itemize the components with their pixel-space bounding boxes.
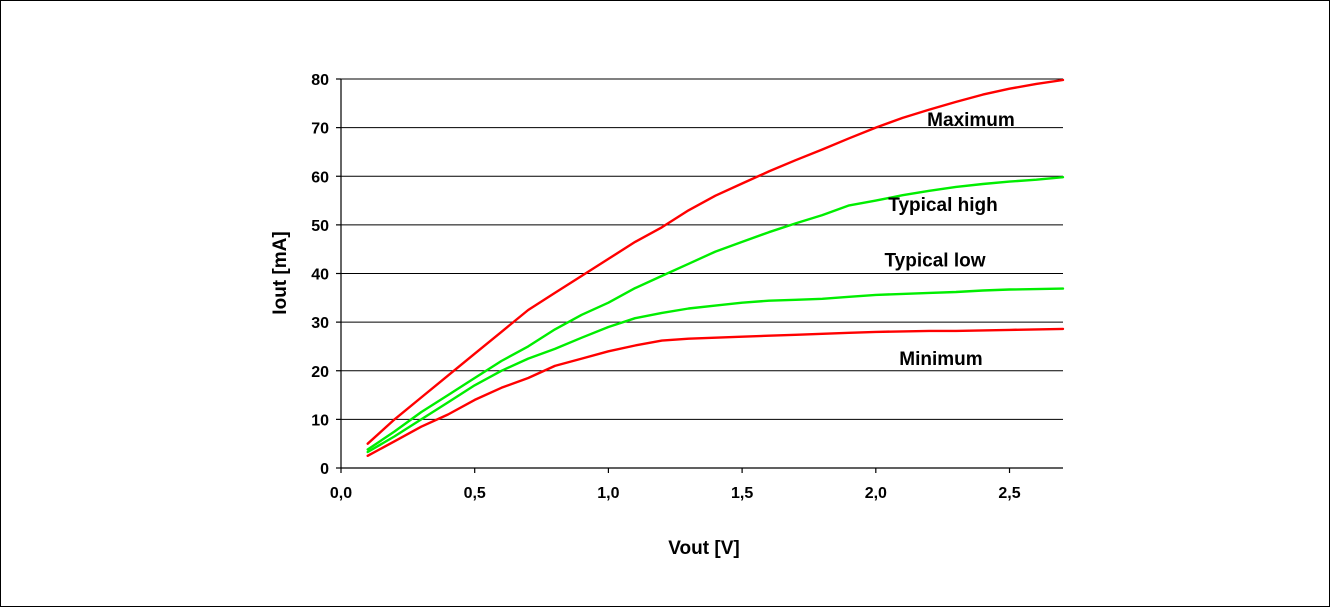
x-tick-label: 2,0 [865, 485, 887, 502]
series-line-maximum [366, 78, 1065, 445]
x-tick-label: 2,5 [998, 485, 1020, 502]
x-tick-label: 1,0 [597, 485, 619, 502]
y-axis-title: Iout [mA] [270, 231, 291, 314]
series-label-typical-low: Typical low [884, 251, 985, 272]
y-tick-label: 20 [311, 364, 329, 381]
x-tick-label: 1,5 [731, 485, 753, 502]
gridlines [341, 78, 1063, 420]
tick-marks [336, 78, 1011, 473]
x-tick-label: 0,5 [464, 485, 486, 502]
x-axis-title: Vout [V] [668, 538, 739, 559]
y-tick-label: 10 [311, 412, 329, 429]
y-tick-label: 70 [311, 121, 329, 138]
x-tick-label: 0,0 [330, 485, 352, 502]
series-lines [366, 78, 1065, 457]
y-tick-label: 50 [311, 218, 329, 235]
series-line-typical-low [366, 287, 1065, 454]
y-tick-label: 80 [311, 72, 329, 89]
series-labels: Maximum Typical high Typical low Minimum [884, 110, 1014, 370]
series-line-minimum [366, 327, 1065, 457]
y-tick-label: 60 [311, 169, 329, 186]
y-tick-label: 40 [311, 267, 329, 284]
series-line-typical-high [366, 175, 1065, 451]
series-label-maximum: Maximum [927, 110, 1015, 131]
y-tick-label: 30 [311, 315, 329, 332]
tick-labels: 0 10 20 30 40 50 60 70 80 0,0 0,5 1,0 1,5 2,0 2,5 [311, 72, 1021, 502]
y-tick-label: 0 [320, 461, 329, 478]
series-label-minimum: Minimum [899, 349, 982, 370]
series-label-typical-high: Typical high [888, 195, 997, 216]
